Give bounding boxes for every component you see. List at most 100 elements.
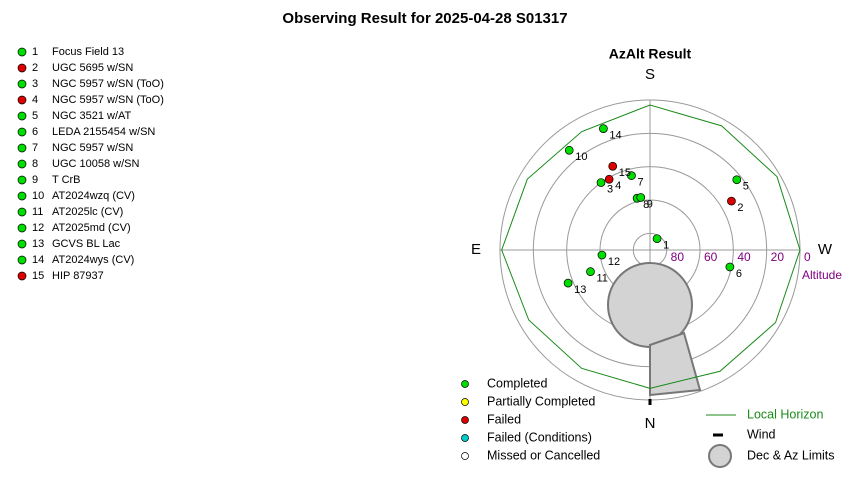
- target-point: [727, 196, 736, 206]
- list-name: T CrB: [52, 174, 81, 186]
- target-point: [563, 278, 573, 288]
- target-point: [564, 145, 574, 155]
- legend-label: Failed (Conditions): [487, 430, 592, 444]
- point-label: 10: [575, 151, 587, 163]
- r-tick-label: 0: [804, 250, 811, 264]
- limit-wedge: [649, 331, 702, 397]
- list-name: AT2025lc (CV): [52, 206, 123, 218]
- list-name: AT2025md (CV): [52, 222, 131, 234]
- list-name: NGC 5957 w/SN: [52, 142, 133, 154]
- point-label: 8: [643, 199, 649, 211]
- list-dot: [17, 223, 27, 233]
- list-dot: [17, 239, 27, 249]
- list-name: AT2024wys (CV): [52, 254, 134, 266]
- list-name: UGC 5695 w/SN: [52, 62, 133, 74]
- list-id: 10: [32, 190, 44, 202]
- target-point: [627, 171, 636, 180]
- list-dot: [17, 191, 27, 201]
- list-name: UGC 10058 w/SN: [52, 158, 139, 170]
- list-id: 4: [32, 94, 38, 106]
- list-name: NGC 5957 w/SN (ToO): [52, 78, 164, 90]
- direction-label: S: [645, 66, 655, 83]
- target-point: [732, 175, 742, 185]
- legend-dot: [461, 434, 469, 442]
- list-id: 15: [32, 270, 44, 282]
- list-name: GCVS BL Lac: [52, 238, 121, 250]
- legend-dot: [461, 398, 469, 406]
- target-point: [725, 262, 735, 272]
- list-name: HIP 87937: [52, 270, 104, 282]
- point-label: 13: [574, 284, 586, 296]
- point-label: 6: [736, 268, 742, 280]
- point-label: 5: [743, 181, 749, 193]
- list-dot: [17, 175, 27, 185]
- point-label: 11: [596, 273, 607, 285]
- list-dot: [17, 95, 27, 105]
- r-tick-label: 80: [671, 250, 685, 264]
- legend-label: Missed or Cancelled: [487, 448, 600, 462]
- list-name: NGC 5957 w/SN (ToO): [52, 94, 164, 106]
- legend-label: Partially Completed: [487, 394, 595, 408]
- point-label: 2: [737, 202, 743, 214]
- r-tick-label: 60: [704, 250, 718, 264]
- list-name: AT2024wzq (CV): [52, 190, 135, 202]
- list-dot: [17, 127, 27, 137]
- legend-label: Dec & Az Limits: [747, 448, 835, 462]
- target-point: [596, 178, 606, 187]
- list-dot: [17, 207, 27, 217]
- page-title: Observing Result for 2025-04-28 S01317: [282, 10, 567, 27]
- list-id: 8: [32, 158, 38, 170]
- point-label: 4: [615, 180, 621, 192]
- target-point: [599, 124, 608, 133]
- list-id: 11: [32, 206, 43, 218]
- list-id: 13: [32, 238, 44, 250]
- point-label: 14: [609, 130, 621, 142]
- point-label: 12: [608, 256, 620, 268]
- legend-label: Completed: [487, 376, 547, 390]
- direction-label: N: [645, 415, 656, 432]
- horizon-line: [501, 104, 801, 389]
- legend-dot: [461, 416, 469, 424]
- list-id: 12: [32, 222, 44, 234]
- list-dot: [17, 255, 27, 265]
- target-point: [586, 267, 595, 277]
- point-label: 9: [647, 198, 653, 210]
- list-dot: [17, 63, 27, 73]
- list-name: LEDA 2155454 w/SN: [52, 126, 155, 138]
- list-id: 9: [32, 174, 38, 186]
- list-dot: [17, 79, 27, 89]
- list-dot: [17, 111, 27, 121]
- list-id: 3: [32, 78, 38, 90]
- list-id: 7: [32, 142, 38, 154]
- target-point: [597, 250, 607, 260]
- legend-label: Failed: [487, 412, 521, 426]
- list-id: 5: [32, 110, 38, 122]
- point-label: 7: [637, 177, 643, 189]
- legend-dot: [461, 452, 469, 460]
- list-id: 6: [32, 126, 38, 138]
- list-name: NGC 3521 w/AT: [52, 110, 132, 122]
- list-id: 2: [32, 62, 38, 74]
- legend-dot: [461, 380, 469, 388]
- legend-limits: [708, 444, 732, 468]
- target-point: [652, 234, 662, 244]
- target-point: [636, 193, 646, 202]
- list-name: Focus Field 13: [52, 46, 124, 58]
- axis-label: Altitude: [802, 268, 842, 282]
- list-dot: [17, 47, 27, 57]
- direction-label: W: [818, 241, 833, 258]
- list-id: 14: [32, 254, 44, 266]
- chart-title: AzAlt Result: [609, 46, 692, 62]
- legend-label: Wind: [747, 427, 776, 441]
- point-label: 15: [619, 167, 631, 179]
- target-point: [604, 174, 614, 184]
- list-dot: [17, 159, 27, 169]
- point-label: 3: [607, 183, 613, 195]
- point-label: 1: [663, 240, 669, 252]
- legend-label: Local Horizon: [747, 407, 823, 421]
- r-tick-label: 20: [771, 250, 785, 264]
- list-dot: [17, 143, 27, 153]
- list-dot: [17, 271, 27, 281]
- direction-label: E: [471, 241, 481, 258]
